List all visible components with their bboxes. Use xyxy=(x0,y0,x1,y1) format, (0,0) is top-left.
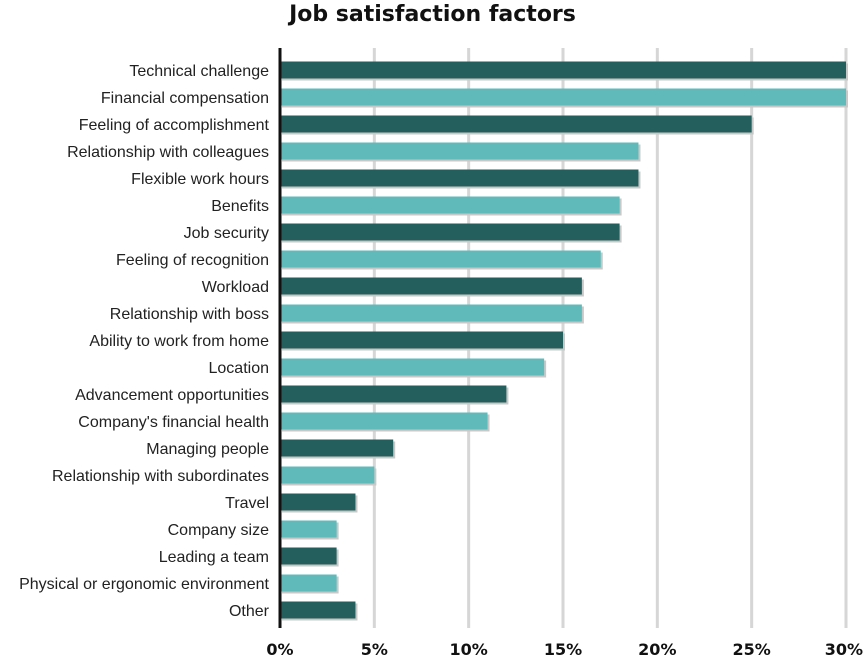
category-label: Job security xyxy=(184,225,269,242)
bar xyxy=(280,142,639,160)
bar xyxy=(280,196,620,214)
bar xyxy=(280,520,337,538)
bar xyxy=(280,601,356,619)
category-label: Flexible work hours xyxy=(131,171,269,188)
category-label: Relationship with boss xyxy=(110,306,269,323)
category-label: Location xyxy=(209,360,270,377)
category-label: Technical challenge xyxy=(129,63,269,80)
x-tick-label: 5% xyxy=(361,640,388,659)
category-label: Other xyxy=(229,603,270,620)
x-tick-label: 20% xyxy=(638,640,676,659)
x-tick-label: 25% xyxy=(733,640,771,659)
category-label: Company's financial health xyxy=(78,414,269,431)
bar xyxy=(280,61,846,79)
category-label: Managing people xyxy=(146,441,269,458)
category-label: Leading a team xyxy=(159,549,269,566)
category-label: Financial compensation xyxy=(101,90,269,107)
x-tick-label: 15% xyxy=(544,640,582,659)
category-label: Advancement opportunities xyxy=(75,387,269,404)
category-label: Company size xyxy=(168,522,269,539)
chart-title: Job satisfaction factors xyxy=(289,2,576,27)
x-tick-label: 30% xyxy=(825,640,863,659)
x-tick-label: 0% xyxy=(266,640,293,659)
bar xyxy=(280,115,752,133)
category-label: Feeling of recognition xyxy=(116,252,269,269)
bar xyxy=(280,169,639,187)
category-label: Physical or ergonomic environment xyxy=(19,576,269,593)
category-label: Workload xyxy=(202,279,269,296)
bar xyxy=(280,250,601,268)
bar xyxy=(280,493,356,511)
category-labels: Technical challenge Financial compensatio… xyxy=(19,63,270,620)
category-label: Relationship with subordinates xyxy=(52,468,269,485)
bar xyxy=(280,439,394,457)
bar xyxy=(280,88,846,106)
bar xyxy=(280,466,375,484)
x-axis-tick-labels: 0% 5% 10% 15% 20% 25% 30% xyxy=(266,640,863,659)
bar xyxy=(280,385,507,403)
bar xyxy=(280,547,337,565)
bar xyxy=(280,412,488,430)
bar xyxy=(280,331,563,349)
bar xyxy=(280,277,582,295)
category-label: Feeling of accomplishment xyxy=(79,117,270,134)
bars xyxy=(280,61,848,621)
category-label: Ability to work from home xyxy=(89,333,269,350)
bar xyxy=(280,223,620,241)
category-label: Benefits xyxy=(211,198,269,215)
category-label: Travel xyxy=(225,495,269,512)
bar xyxy=(280,304,582,322)
category-label: Relationship with colleagues xyxy=(67,144,269,161)
x-tick-label: 10% xyxy=(450,640,488,659)
bar xyxy=(280,358,545,376)
bar xyxy=(280,574,337,592)
